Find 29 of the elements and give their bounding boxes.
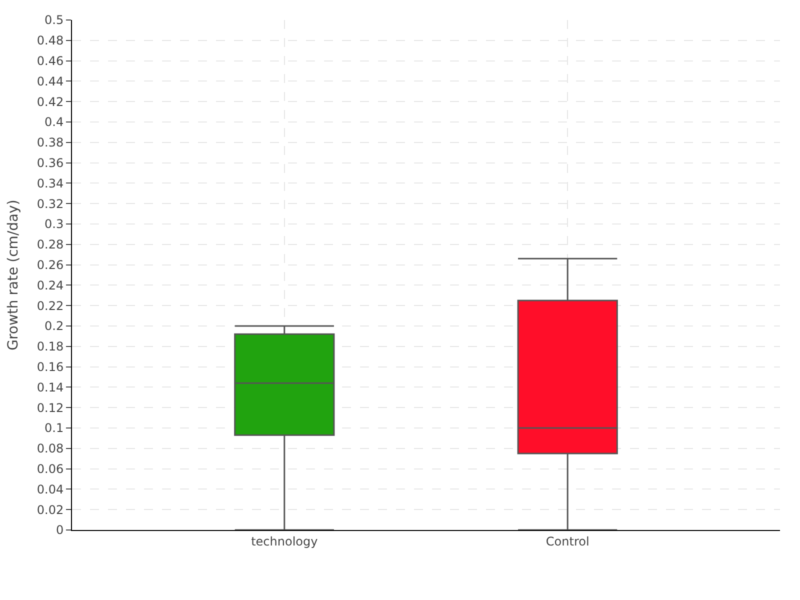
y-tick-label: 0.34 — [36, 176, 64, 190]
y-tick-label: 0.12 — [36, 400, 64, 415]
y-tick-label: 0.2 — [44, 319, 64, 334]
y-tick-label: 0.22 — [36, 298, 64, 313]
y-tick-label: 0.3 — [44, 217, 64, 232]
y-tick-label: 0.48 — [36, 34, 64, 48]
y-tick-label: 0.14 — [36, 380, 64, 394]
y-tick-label: 0.18 — [36, 340, 64, 354]
y-tick-label: 0.06 — [36, 462, 64, 476]
y-tick-label: 0.04 — [36, 482, 64, 496]
y-tick-label: 0.28 — [36, 238, 64, 252]
y-tick-label: 0.32 — [36, 196, 64, 211]
x-tick-label: technology — [251, 534, 318, 548]
y-tick-label: 0.1 — [44, 421, 64, 436]
y-tick-label: 0.38 — [36, 136, 64, 150]
y-tick-label: 0.46 — [36, 54, 64, 68]
y-tick-label: 0.36 — [36, 156, 64, 170]
y-tick-label: 0.44 — [36, 74, 64, 88]
y-tick-label: 0.26 — [36, 258, 64, 272]
y-axis-title: Growth rate (cm/day) — [5, 200, 22, 350]
x-tick-label: Control — [546, 534, 590, 548]
y-tick-label: 0 — [56, 523, 64, 538]
y-tick-label: 0.02 — [36, 502, 64, 517]
y-tick-label: 0.16 — [36, 360, 64, 374]
y-tick-label: 0.5 — [44, 13, 64, 28]
y-tick-label: 0.42 — [36, 94, 64, 109]
y-tick-label: 0.24 — [36, 278, 64, 292]
y-tick-label: 0.4 — [44, 115, 64, 130]
y-tick-label: 0.08 — [36, 442, 64, 456]
